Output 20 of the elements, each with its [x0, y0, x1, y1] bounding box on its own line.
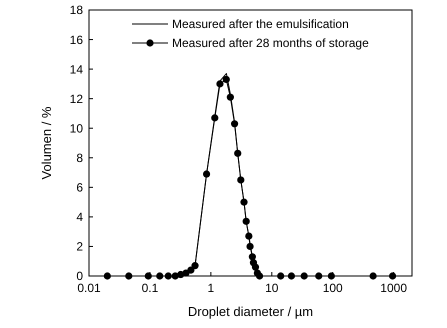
y-tick-label: 18 — [70, 3, 84, 18]
x-tick-label: 0.01 — [77, 281, 101, 295]
x-tick-label: 1 — [208, 281, 215, 295]
y-tick-label: 0 — [76, 269, 84, 284]
y-tick-label: 12 — [70, 92, 84, 106]
y-tick-label: 6 — [76, 180, 84, 195]
legend-label: Measured after 28 months of storage — [172, 36, 370, 50]
x-tick-label: 0.1 — [142, 281, 159, 295]
legend-label: Measured after the emulsification — [172, 17, 349, 32]
y-tick-label: 4 — [76, 210, 84, 224]
y-axis-title: Volumen / % — [39, 106, 54, 180]
x-tick-label: 100 — [322, 281, 344, 295]
y-tick-label: 10 — [70, 121, 84, 136]
x-tick-label: 10 — [265, 281, 279, 295]
x-axis-title: Droplet diameter / µm — [188, 304, 314, 319]
x-tick-label: 1000 — [380, 281, 408, 295]
y-tick-label: 14 — [70, 62, 84, 76]
y-tick-label: 8 — [76, 150, 84, 165]
y-tick-label: 16 — [70, 32, 84, 47]
y-tick-label: 2 — [76, 240, 84, 254]
